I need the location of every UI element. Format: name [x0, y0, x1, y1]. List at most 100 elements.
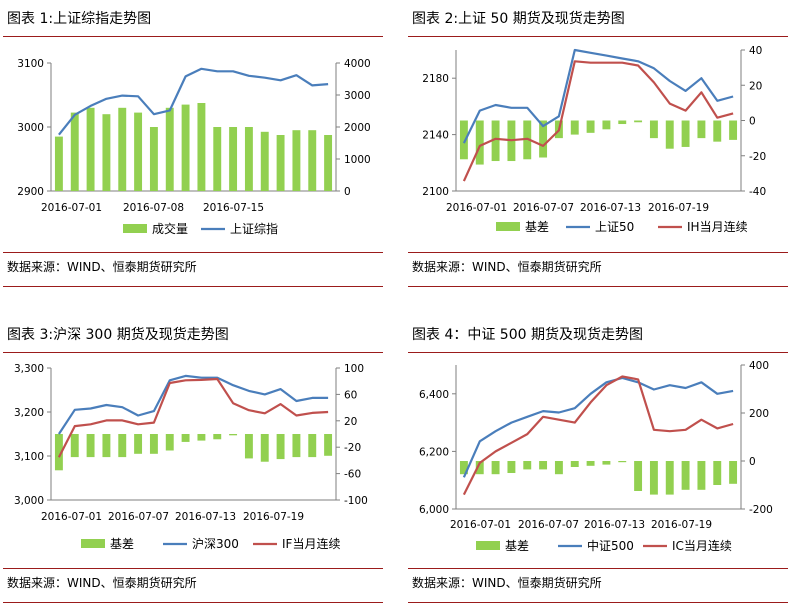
right-tick-label: 1000 [344, 154, 371, 166]
source-rule [3, 568, 383, 569]
right-tick-label: 60 [344, 389, 357, 401]
right-tick-label: -100 [344, 495, 368, 507]
left-tick-label: 6,200 [419, 446, 449, 458]
bar-2 [70, 112, 79, 191]
bar-15 [276, 434, 285, 460]
bar-15 [276, 135, 285, 191]
title-rule [3, 36, 383, 37]
bar-13 [244, 434, 253, 459]
series-line-1 [57, 374, 329, 435]
bar-2 [475, 461, 484, 475]
right-tick-label: 0 [344, 186, 351, 198]
bottom-rule [3, 602, 383, 603]
source-rule [3, 252, 383, 253]
x-tick-label: 2016-07-07 [518, 519, 579, 531]
left-tick-label: 3,100 [14, 451, 44, 463]
right-tick-label: 0 [749, 116, 756, 128]
bottom-rule [3, 286, 383, 287]
right-tick-label: -60 [344, 469, 361, 481]
legend-swatch-bar [496, 222, 520, 231]
series-line-1 [462, 376, 734, 478]
series-line-1 [462, 48, 734, 144]
bar-10 [602, 461, 611, 465]
bar-12 [634, 120, 643, 123]
bar-12 [229, 434, 238, 436]
bar-4 [102, 434, 111, 458]
bar-4 [102, 114, 111, 191]
bar-6 [134, 112, 143, 191]
bar-3 [491, 461, 500, 475]
chart-plot: 6,000 6,200 6,400 -200 0 200 400 2016-07-01 2016… [419, 360, 773, 553]
series-line-2 [462, 60, 734, 182]
bar-9 [181, 104, 190, 191]
bar-17 [713, 120, 722, 142]
bar-12 [229, 127, 238, 191]
x-tick-label: 2016-07-01 [41, 202, 102, 214]
left-tick-label: 2180 [422, 73, 449, 85]
bar-16 [697, 120, 706, 139]
left-tick-label: 3,000 [14, 495, 44, 507]
bottom-rule [408, 286, 788, 287]
bar-14 [260, 434, 269, 462]
source-note: 数据来源：WIND、恒泰期货研究所 [412, 260, 602, 274]
bar-5 [118, 107, 127, 191]
bar-10 [197, 103, 206, 191]
bar-11 [618, 461, 627, 463]
bar-16 [292, 434, 301, 458]
chart-plot: 3,000 3,100 3,200 3,300 -100 -60 -20 20 60 100 201… [14, 363, 368, 551]
source-note: 数据来源：WIND、恒泰期货研究所 [7, 576, 197, 590]
x-tick-label: 2016-07-13 [175, 511, 236, 523]
bar-17 [308, 130, 317, 191]
bar-15 [681, 461, 690, 490]
series-line-2 [462, 375, 734, 496]
legend-label: 上证50 [595, 220, 634, 234]
right-tick-label: -20 [344, 442, 361, 454]
legend-swatch-bar [81, 539, 105, 548]
right-tick-label: 0 [749, 456, 756, 468]
x-tick-label: 2016-07-01 [41, 511, 102, 523]
right-tick-label: 200 [749, 408, 769, 420]
bar-5 [523, 461, 532, 470]
bar-10 [197, 434, 206, 441]
x-tick-label: 2016-07-19 [651, 519, 712, 531]
source-rule [408, 252, 788, 253]
bar-1 [459, 461, 468, 475]
bar-2 [70, 434, 79, 458]
bar-5 [118, 434, 127, 458]
bar-7 [554, 461, 563, 475]
bar-13 [649, 120, 658, 139]
x-tick-label: 2016-07-07 [108, 511, 169, 523]
legend-label: IH当月连续 [687, 219, 748, 234]
right-tick-label: 20 [344, 416, 357, 428]
bar-8 [165, 434, 174, 451]
chart-title: 图表 1:上证综指走势图 [7, 11, 152, 27]
left-tick-label: 3100 [17, 58, 44, 70]
x-tick-label: 2016-07-01 [446, 202, 507, 214]
legend-swatch-bar [476, 541, 500, 550]
x-tick-label: 2016-07-13 [580, 202, 641, 214]
bar-13 [649, 461, 658, 495]
right-tick-label: -40 [749, 186, 766, 198]
title-rule [3, 352, 383, 353]
legend-label: 中证500 [587, 538, 634, 553]
right-tick-label: -200 [749, 504, 773, 516]
series-line-2 [57, 377, 329, 458]
bar-14 [665, 461, 674, 495]
bar-6 [539, 461, 548, 470]
x-tick-label: 2016-07-19 [648, 202, 709, 214]
x-tick-label: 2016-07-07 [513, 202, 574, 214]
bar-15 [681, 120, 690, 147]
left-tick-label: 2100 [422, 186, 449, 198]
x-tick-label: 2016-07-01 [450, 519, 511, 531]
legend-label: 基差 [505, 539, 529, 553]
bar-7 [149, 434, 158, 454]
left-tick-label: 2140 [422, 130, 449, 142]
source-note: 数据来源：WIND、恒泰期货研究所 [7, 260, 197, 274]
bar-7 [149, 127, 158, 191]
bar-8 [165, 107, 174, 191]
bar-12 [634, 461, 643, 491]
bar-11 [618, 120, 627, 125]
source-note: 数据来源：WIND、恒泰期货研究所 [412, 576, 602, 590]
chart-panel-3: 图表 3:沪深 300 期货及现货走势图 3,000 3,100 3,200 3,30… [3, 316, 387, 606]
right-tick-label: -20 [749, 151, 766, 163]
